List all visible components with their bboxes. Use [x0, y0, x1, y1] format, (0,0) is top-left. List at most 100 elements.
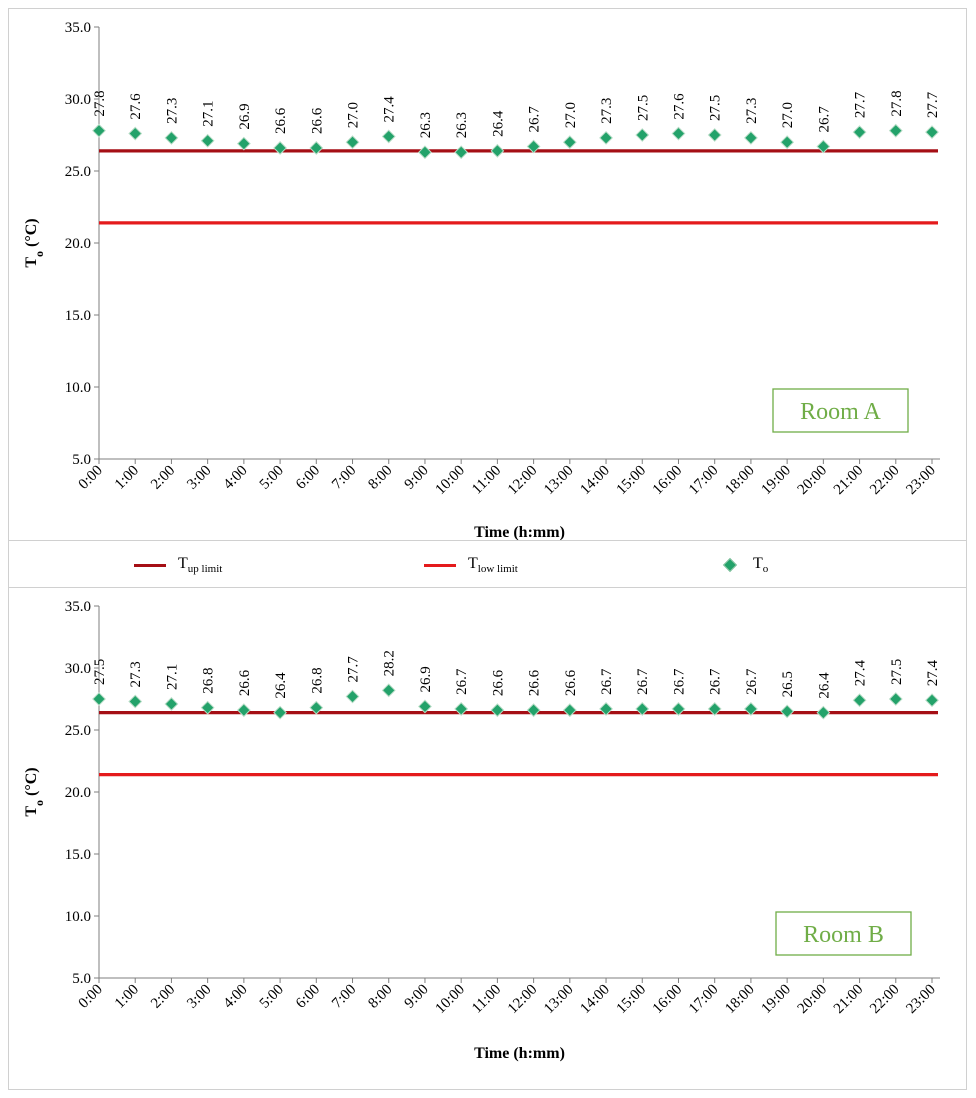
data-point	[92, 692, 106, 706]
x-tick-label: 10:00	[433, 463, 468, 498]
data-point	[309, 700, 324, 715]
data-label: 27.7	[853, 91, 869, 118]
data-label: 27.4	[382, 96, 398, 123]
data-label: 26.7	[816, 106, 832, 133]
data-point	[164, 697, 179, 711]
x-axis-title: Time (h:mm)	[474, 524, 565, 540]
data-point	[128, 126, 143, 141]
room-label: Room B	[803, 922, 884, 948]
data-label: 27.1	[201, 101, 217, 127]
x-tick-label: 9:00	[402, 463, 432, 493]
data-point	[599, 130, 613, 145]
data-point	[236, 136, 251, 151]
x-tick-label: 20:00	[795, 982, 830, 1017]
x-tick-label: 15:00	[614, 463, 649, 498]
data-label: 27.5	[92, 659, 108, 685]
data-label: 27.5	[635, 95, 651, 121]
data-point	[418, 145, 432, 160]
x-tick-label: 22:00	[867, 463, 902, 498]
y-tick-label: 25.0	[65, 164, 91, 180]
x-tick-label: 3:00	[184, 982, 214, 1012]
y-tick-label: 20.0	[65, 785, 91, 801]
data-point	[562, 135, 577, 150]
data-label: 26.7	[454, 668, 470, 695]
data-label: 27.7	[925, 91, 941, 118]
data-label: 28.2	[382, 650, 398, 676]
x-tick-label: 14:00	[577, 982, 612, 1017]
data-label: 26.9	[418, 666, 434, 692]
data-label: 27.0	[780, 102, 796, 128]
x-tick-label: 8:00	[365, 463, 395, 493]
chart-panel-room-a: 5.0 10.0 15.0 20.0 25.0 30.0 35.0 0:00 1:00 2:00 3…	[8, 8, 967, 541]
data-point	[236, 703, 251, 718]
data-point	[780, 135, 795, 150]
data-label: 26.7	[599, 668, 615, 695]
data-label: 27.8	[92, 90, 108, 116]
data-label: 26.9	[237, 103, 253, 129]
y-tick-label: 15.0	[65, 308, 91, 324]
data-point	[200, 700, 215, 715]
data-point	[925, 693, 939, 708]
data-point	[273, 141, 287, 155]
data-label: 26.8	[309, 667, 325, 693]
data-point	[309, 141, 324, 155]
x-tick-label: 3:00	[184, 463, 214, 493]
x-tick-label: 17:00	[686, 982, 721, 1017]
x-tick-label: 10:00	[433, 982, 468, 1017]
data-point	[454, 145, 469, 160]
x-tick-label: 19:00	[758, 463, 793, 498]
data-label: 27.5	[889, 659, 905, 685]
data-point	[816, 139, 831, 154]
x-tick-label: 21:00	[831, 463, 866, 498]
x-tick-label: 17:00	[686, 463, 721, 498]
x-tick-label: 13:00	[541, 463, 576, 498]
y-tick-label: 5.0	[72, 971, 91, 987]
data-point	[526, 139, 541, 154]
data-label: 26.7	[708, 668, 724, 695]
data-label: 26.6	[527, 669, 543, 696]
data-point	[526, 703, 541, 718]
data-point	[562, 703, 577, 718]
y-tick-label: 30.0	[65, 92, 91, 108]
chart-room-a: 5.010.015.020.025.030.035.00:00 1:00 2:00 3…	[23, 20, 941, 540]
x-tick-label: 15:00	[614, 982, 649, 1017]
y-tick-label: 35.0	[65, 20, 91, 36]
x-tick-label: 18:00	[722, 982, 757, 1017]
data-label: 26.5	[780, 671, 796, 697]
x-tick-label: 16:00	[650, 982, 685, 1017]
data-label: 26.6	[490, 669, 506, 696]
data-point	[925, 125, 939, 140]
data-point	[635, 128, 650, 142]
x-tick-label: 7:00	[329, 982, 359, 1012]
room-label-box	[775, 911, 912, 956]
y-tick-label: 35.0	[65, 599, 91, 615]
legend-item-to: To	[722, 541, 769, 589]
legend-label-to: To	[753, 555, 769, 575]
data-point	[128, 694, 143, 709]
data-point	[273, 705, 287, 720]
x-tick-label: 11:00	[469, 982, 504, 1017]
data-point	[454, 702, 469, 716]
legend-swatch-to	[722, 557, 738, 573]
data-label: 27.3	[744, 98, 760, 124]
data-point	[671, 126, 686, 141]
x-tick-label: 5:00	[257, 463, 287, 493]
data-point	[635, 702, 650, 716]
data-label: 27.3	[128, 661, 144, 687]
data-label: 27.8	[889, 90, 905, 116]
data-point	[345, 689, 360, 704]
x-tick-label: 22:00	[867, 982, 902, 1017]
legend-item-low-limit: Tlow limit	[424, 541, 518, 589]
data-point	[381, 129, 396, 144]
chart-legend: Tup limit Tlow limit To	[8, 540, 967, 588]
data-label: 26.7	[671, 668, 687, 695]
data-point	[888, 123, 903, 138]
y-tick-label: 15.0	[65, 847, 91, 863]
x-tick-label: 21:00	[831, 982, 866, 1017]
data-label: 27.5	[708, 95, 724, 121]
y-tick-label: 30.0	[65, 661, 91, 677]
data-point	[852, 693, 867, 708]
x-tick-label: 6:00	[293, 982, 323, 1012]
x-tick-label: 5:00	[257, 982, 287, 1012]
x-tick-label: 7:00	[329, 463, 359, 493]
